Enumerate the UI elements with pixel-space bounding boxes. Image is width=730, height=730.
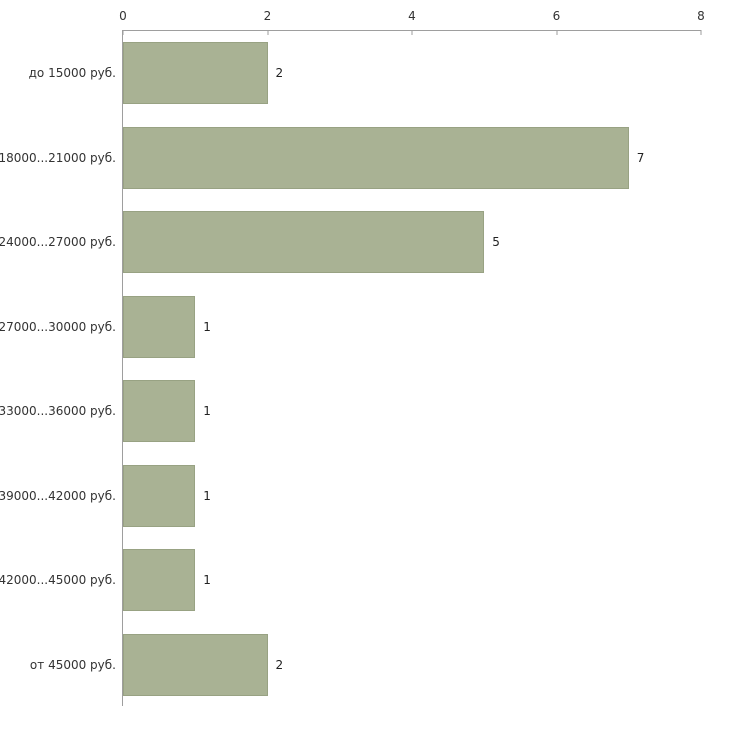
value-label: 2 [275,657,284,672]
bar [123,380,196,443]
plot-area: 0 2 4 6 8 до 15000 руб. 2 18000...21000 руб. 7 2… [0,9,705,708]
category-label: от 45000 руб. [29,657,116,672]
bar [123,295,196,358]
value-label: 1 [203,573,211,588]
value-label: 7 [636,150,645,165]
bar [123,633,268,696]
bar-row: 27000...30000 руб. 1 [0,285,701,370]
value-label: 2 [275,66,284,81]
bar-row: 24000...27000 руб. 5 [0,200,701,285]
bar [123,464,196,527]
category-label: 39000...42000 руб. [0,488,116,503]
bar [123,126,629,189]
bar [123,211,485,274]
bar-row: 42000...45000 руб. 1 [0,538,701,623]
bar-row: 39000...42000 руб. 1 [0,454,701,539]
x-tick-mark [122,30,124,35]
bars-container: до 15000 руб. 2 18000...21000 руб. 7 24000..… [0,31,701,708]
category-label: 42000...45000 руб. [0,573,116,588]
bar-row: 33000...36000 руб. 1 [0,369,701,454]
x-tick-label: 4 [408,9,416,23]
bar-row: 18000...21000 руб. 7 [0,116,701,201]
value-label: 5 [492,235,500,250]
value-label: 1 [203,404,211,419]
x-tick-mark [411,30,413,35]
bar [123,549,196,612]
category-label: 18000...21000 руб. [0,150,116,165]
x-tick-label: 2 [263,9,272,23]
x-tick-mark [267,30,268,35]
category-label: до 15000 руб. [28,66,116,81]
category-label: 33000...36000 руб. [0,404,116,419]
bar [123,42,268,105]
x-tick-label: 0 [119,9,127,23]
value-label: 1 [203,488,211,503]
x-tick-mark [700,30,702,35]
x-tick-label: 6 [552,9,561,23]
category-label: 27000...30000 руб. [0,319,116,334]
x-tick-label: 8 [697,9,705,23]
bar-row: от 45000 руб. 2 [30,623,701,708]
category-label: 24000...27000 руб. [0,235,116,250]
x-tick-mark [556,30,557,35]
value-label: 1 [203,319,211,334]
bar-row: до 15000 руб. 2 [29,31,701,116]
